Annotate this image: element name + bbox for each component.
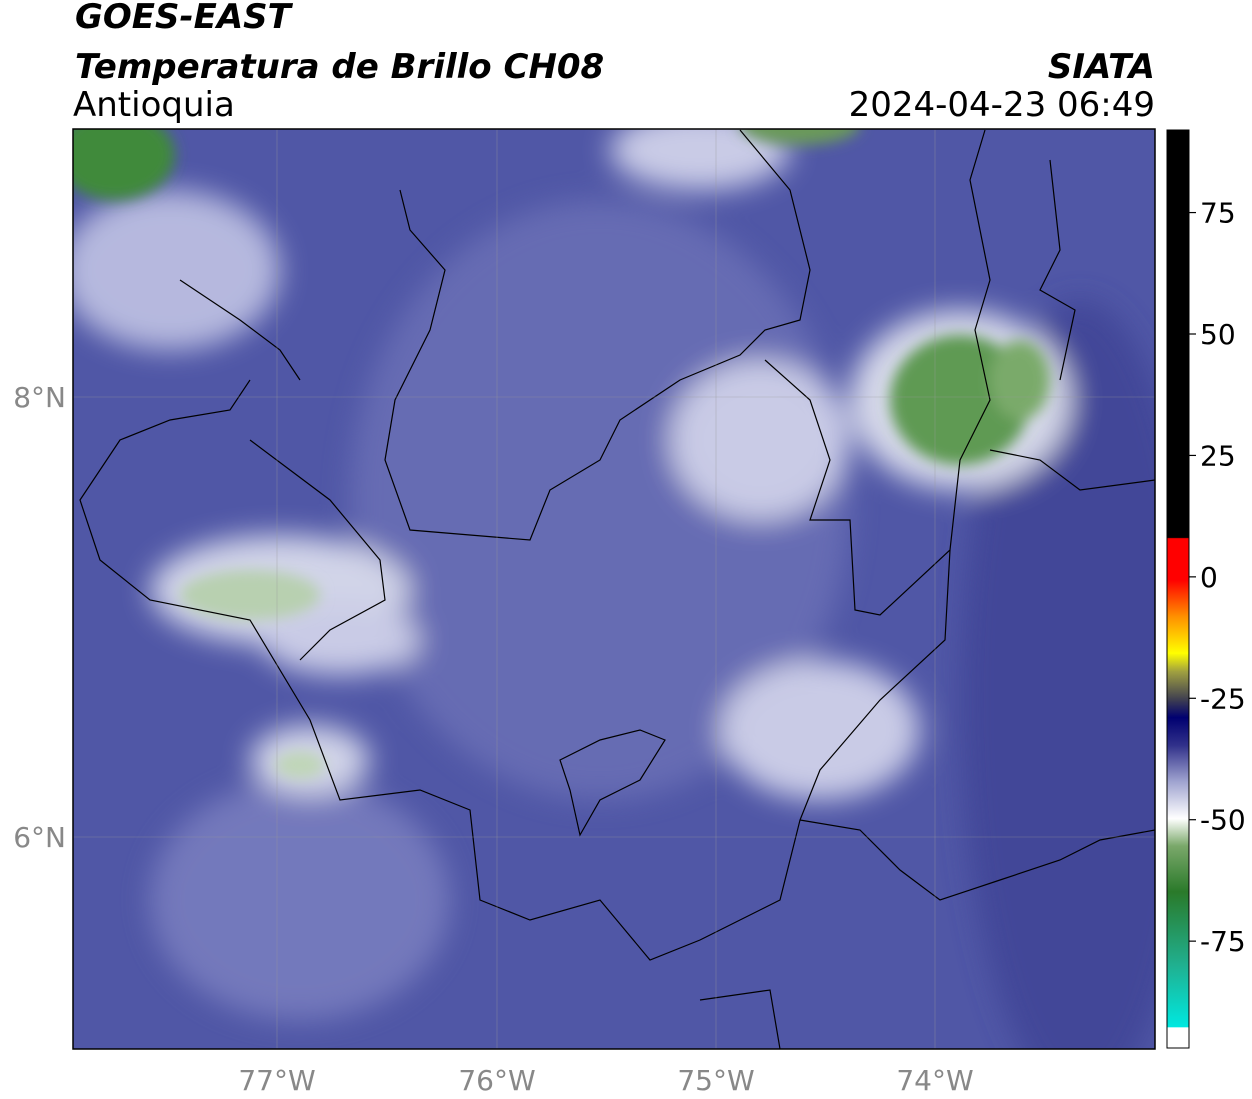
colorbar-label: -25 bbox=[1200, 682, 1246, 715]
datetime: 2024-04-23 06:49 bbox=[849, 85, 1155, 125]
graticule bbox=[73, 129, 1155, 1049]
source: SIATA bbox=[1048, 47, 1155, 87]
title: GOES-EAST bbox=[75, 0, 294, 37]
lon-label: 75°W bbox=[677, 1064, 754, 1097]
subtitle: Temperatura de Brillo CH08 bbox=[75, 47, 604, 87]
satellite-image bbox=[73, 129, 1155, 1049]
colorbar-label: 0 bbox=[1200, 561, 1218, 594]
colorbar-label: 50 bbox=[1200, 318, 1236, 351]
lon-label: 74°W bbox=[896, 1064, 973, 1097]
lat-label: 6°N bbox=[13, 821, 66, 854]
borders bbox=[79, 129, 1155, 1049]
region: Antioquia bbox=[73, 85, 235, 125]
colorbar-label: -50 bbox=[1200, 804, 1246, 837]
lon-label: 77°W bbox=[238, 1064, 315, 1097]
colorbar bbox=[1166, 129, 1190, 1049]
colorbar-label: 25 bbox=[1200, 439, 1236, 472]
map-frame bbox=[72, 128, 1156, 1050]
colorbar-label: 75 bbox=[1200, 197, 1236, 230]
lat-label: 8°N bbox=[13, 381, 66, 414]
lon-label: 76°W bbox=[458, 1064, 535, 1097]
colorbar-label: -75 bbox=[1200, 925, 1246, 958]
